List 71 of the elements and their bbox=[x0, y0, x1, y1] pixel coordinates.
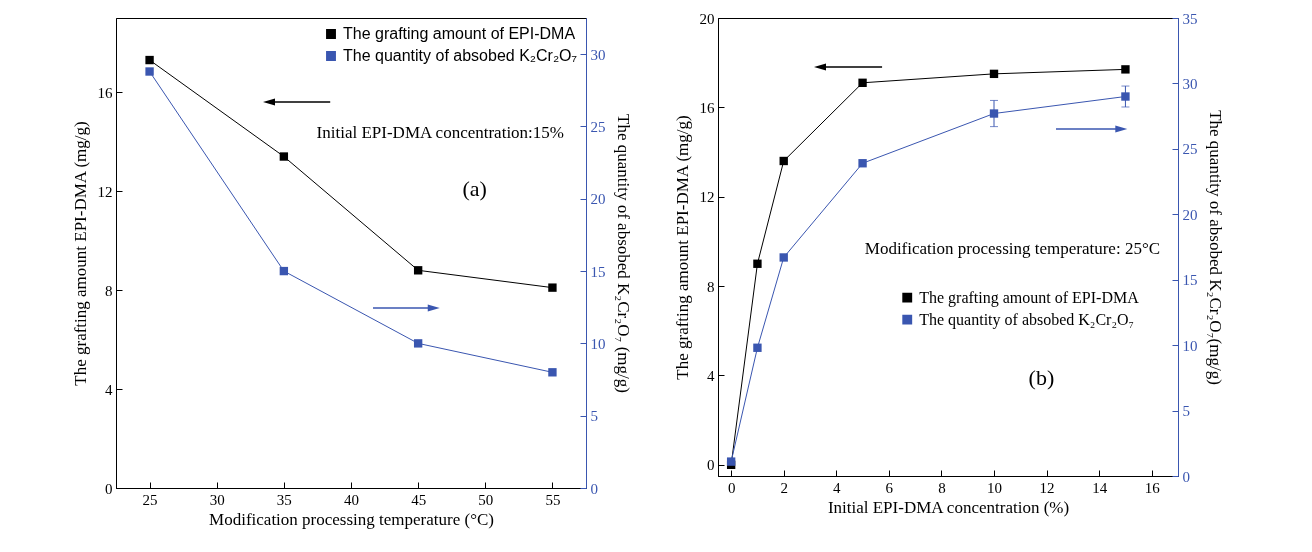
y-tick-label: 12 bbox=[699, 189, 715, 206]
y2-tick-label: 5 bbox=[590, 408, 598, 425]
y-axis-title: The grafting amount EPI-DMA (mg/g) bbox=[70, 121, 90, 386]
y-tick-label: 16 bbox=[699, 99, 715, 116]
y-tick-label: 12 bbox=[97, 183, 113, 200]
y2-tick-label: 10 bbox=[590, 335, 606, 352]
y2-tick-label: 10 bbox=[1182, 337, 1198, 354]
x-tick-label: 8 bbox=[938, 479, 946, 496]
y-tick-label: 0 bbox=[707, 457, 715, 474]
x-tick-label: 45 bbox=[411, 491, 427, 508]
point bbox=[548, 283, 557, 292]
y2-tick-label: 15 bbox=[1182, 272, 1198, 289]
x-tick-label: 50 bbox=[478, 491, 494, 508]
x-tick-label: 16 bbox=[1144, 479, 1161, 496]
x-tick-label: 6 bbox=[885, 479, 894, 496]
y2-tick-label: 5 bbox=[1182, 403, 1190, 420]
point bbox=[753, 259, 762, 268]
x-tick-label: 0 bbox=[727, 479, 736, 496]
x-axis-title: Initial EPI-DMA concentration (%) bbox=[827, 497, 1070, 517]
point bbox=[779, 253, 788, 262]
point bbox=[858, 78, 867, 87]
point bbox=[413, 339, 423, 348]
y-tick-label: 4 bbox=[707, 367, 715, 384]
annotation: Modification processing temperature: 25°C bbox=[864, 239, 1161, 259]
x-tick-label: 4 bbox=[833, 479, 842, 496]
point bbox=[858, 159, 867, 168]
y2-tick-label: 30 bbox=[590, 46, 606, 63]
point bbox=[753, 343, 762, 352]
legend-label: The grafting amount of EPI-DMA bbox=[343, 25, 576, 42]
legend-label: The quantity of absobed K₂Cr₂O₇ bbox=[343, 47, 578, 64]
y2-axis-title: The quantity of absobed K₂Cr₂O₇ (mg/g) bbox=[613, 114, 633, 393]
x-axis-title: Modification processing temperature (°C) bbox=[209, 509, 494, 529]
y2-tick-label: 30 bbox=[1182, 75, 1198, 92]
x-tick-label: 14 bbox=[1092, 479, 1108, 496]
annotation: Initial EPI-DMA concentration:15% bbox=[316, 123, 564, 143]
x-tick-label: 35 bbox=[276, 491, 292, 508]
y2-axis-title: The quantity of absobed K₂Cr₂O₇(mg/g) bbox=[1205, 110, 1225, 385]
x-tick-label: 2 bbox=[780, 479, 788, 496]
y2-tick-label: 20 bbox=[590, 191, 606, 208]
legend-label: The grafting amount of EPI-DMA bbox=[919, 288, 1140, 307]
y2-tick-label: 25 bbox=[1182, 141, 1198, 158]
legend-label: The quantity of absobed K₂Cr₂O₇ bbox=[919, 310, 1135, 329]
annotation: (a) bbox=[462, 176, 487, 202]
y2-tick-label: 15 bbox=[590, 263, 606, 280]
point bbox=[279, 152, 289, 161]
x-tick-label: 30 bbox=[209, 491, 225, 508]
point bbox=[989, 69, 999, 79]
point bbox=[779, 156, 788, 166]
y2-tick-label: 35 bbox=[1182, 10, 1198, 27]
point bbox=[279, 266, 289, 276]
point bbox=[145, 67, 154, 76]
point bbox=[413, 266, 423, 275]
y-tick-label: 20 bbox=[699, 10, 715, 27]
x-tick-label: 12 bbox=[1039, 479, 1055, 496]
y2-tick-label: 20 bbox=[1182, 206, 1198, 223]
x-tick-label: 10 bbox=[987, 479, 1002, 496]
y2-tick-label: 0 bbox=[1182, 468, 1190, 485]
y-tick-label: 4 bbox=[105, 381, 113, 398]
point bbox=[145, 55, 154, 65]
point bbox=[548, 368, 557, 377]
x-tick-label: 25 bbox=[142, 491, 158, 508]
x-tick-label: 55 bbox=[545, 491, 561, 508]
y-tick-label: 16 bbox=[97, 84, 113, 101]
y-tick-label: 8 bbox=[105, 282, 113, 299]
y-tick-label: 8 bbox=[707, 278, 715, 295]
annotation: (b) bbox=[1028, 364, 1055, 390]
y2-tick-label: 25 bbox=[590, 118, 606, 135]
y-axis-title: The grafting amount EPI-DMA (mg/g) bbox=[672, 115, 692, 380]
point bbox=[1121, 65, 1130, 74]
point bbox=[1121, 92, 1130, 101]
x-tick-label: 40 bbox=[344, 491, 359, 508]
